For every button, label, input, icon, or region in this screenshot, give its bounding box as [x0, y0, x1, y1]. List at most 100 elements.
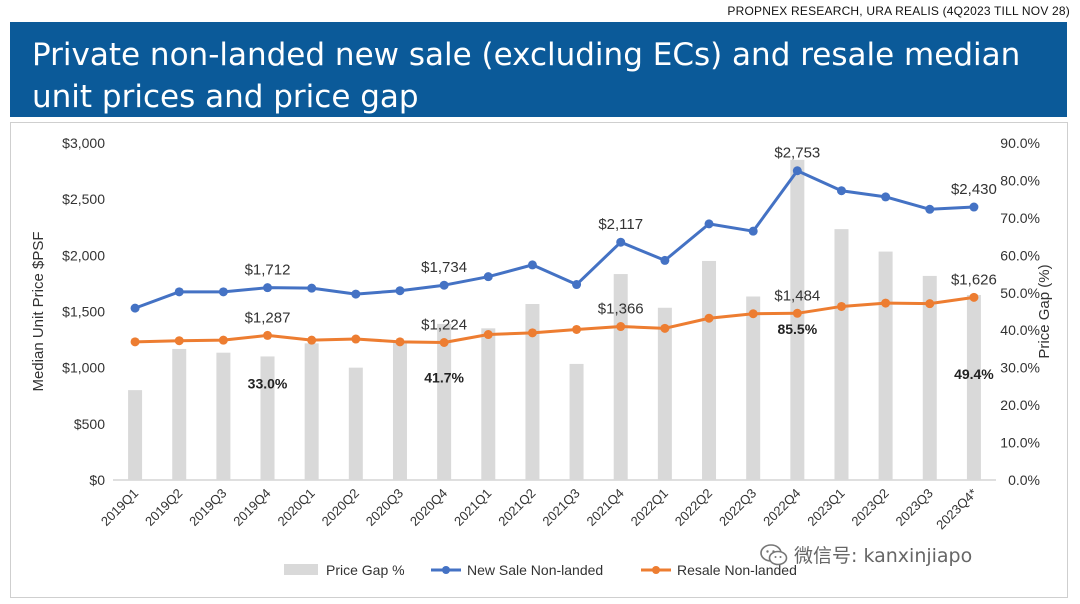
right-tick-label: 20.0%: [1000, 397, 1040, 413]
new-sale-point: [572, 280, 582, 290]
resale-point: [174, 336, 184, 346]
price-gap-bar: [746, 296, 761, 480]
left-axis-title: Median Unit Price $PSF: [30, 231, 47, 391]
x-tick-label: 2020Q3: [363, 486, 406, 529]
wechat-icon: [760, 543, 788, 565]
legend-marker-new-sale: [442, 566, 450, 574]
price-gap-bar: [525, 304, 540, 480]
resale-point: [218, 335, 228, 345]
new-sale-data-label: $2,430: [951, 181, 997, 198]
legend-swatch-price-gap: [284, 564, 318, 575]
new-sale-point: [395, 286, 405, 296]
price-gap-bar: [790, 159, 805, 480]
watermark-text: 微信号: kanxinjiapo: [794, 545, 973, 567]
new-sale-point: [881, 192, 891, 202]
new-sale-point: [792, 166, 802, 176]
price-gap-data-label: 49.4%: [954, 366, 994, 382]
resale-point: [881, 298, 891, 308]
resale-point: [572, 324, 582, 334]
price-gap-bar: [966, 295, 981, 480]
new-sale-point: [925, 204, 935, 214]
resale-point: [130, 337, 140, 347]
x-tick-label: 2019Q3: [186, 486, 229, 529]
resale-point: [748, 309, 758, 319]
x-tick-label: 2023Q2: [848, 486, 891, 529]
price-gap-data-label: 41.7%: [424, 370, 464, 386]
price-gap-bar: [128, 390, 143, 480]
x-tick-label: 2020Q4: [407, 486, 450, 529]
x-tick-label: 2021Q3: [539, 486, 582, 529]
new-sale-point: [351, 289, 361, 299]
resale-data-label: $1,287: [245, 309, 291, 326]
price-gap-bar: [834, 229, 849, 480]
x-tick-label: 2019Q2: [142, 486, 185, 529]
resale-point: [616, 322, 626, 332]
resale-data-label: $1,224: [421, 317, 467, 334]
new-sale-point: [439, 280, 449, 290]
title-banner: Private non-landed new sale (excluding E…: [10, 22, 1067, 117]
new-sale-point: [527, 260, 537, 270]
resale-point: [439, 338, 449, 348]
resale-point: [395, 337, 405, 347]
chart: $0 $500 $1,000 $1,500 $2,000 $2,500 $3,000 0.0%…: [30, 135, 1053, 578]
right-tick-label: 60.0%: [1000, 247, 1040, 263]
resale-point: [660, 323, 670, 333]
right-tick-label: 50.0%: [1000, 285, 1040, 301]
x-tick-label: 2021Q4: [584, 486, 627, 529]
legend-label-resale: Resale Non-landed: [677, 562, 797, 578]
price-gap-bar: [172, 348, 187, 480]
right-tick-label: 40.0%: [1000, 322, 1040, 338]
resale-data-label: $1,484: [774, 287, 820, 304]
left-tick-label: $500: [74, 416, 105, 432]
price-gap-data-label: 85.5%: [777, 321, 817, 337]
resale-line: [135, 295, 975, 345]
new-sale-point: [218, 287, 228, 297]
source-note: PROPNEX RESEARCH, URA REALIS (4Q2023 TIL…: [727, 4, 1070, 18]
resale-point: [351, 334, 361, 344]
new-sale-point: [263, 283, 273, 293]
price-gap-bar: [260, 356, 275, 480]
x-tick-label: 2020Q1: [274, 486, 317, 529]
x-tick-label: 2022Q4: [760, 486, 803, 529]
price-gap-bar: [348, 367, 363, 480]
price-gap-bar: [922, 275, 937, 480]
new-sale-data-label: $1,734: [421, 259, 467, 276]
new-sale-point: [660, 255, 670, 265]
left-tick-label: $3,000: [62, 135, 105, 151]
new-sale-point: [836, 186, 846, 196]
right-tick-label: 90.0%: [1000, 135, 1040, 151]
right-axis-title: Price Gap (%): [1036, 264, 1053, 358]
x-tick-label: 2023Q4*: [933, 486, 980, 533]
price-gap-bar: [216, 352, 231, 480]
new-sale-line: [134, 169, 975, 310]
new-sale-data-label: $2,753: [774, 145, 820, 162]
legend-label-new-sale: New Sale Non-landed: [467, 562, 603, 578]
new-sale-data-label: $1,712: [245, 262, 291, 279]
price-gap-bar: [437, 323, 452, 480]
x-tick-label: 2019Q4: [230, 486, 273, 529]
resale-data-label: $1,366: [598, 301, 644, 318]
right-tick-label: 80.0%: [1000, 172, 1040, 188]
x-tick-label: 2020Q2: [319, 486, 362, 529]
left-tick-label: $2,500: [62, 191, 105, 207]
price-gap-bar: [657, 307, 672, 480]
new-sale-point: [483, 272, 493, 282]
resale-point: [792, 308, 802, 318]
x-tick-label: 2019Q1: [98, 486, 141, 529]
x-tick-label: 2022Q2: [672, 486, 715, 529]
watermark: 微信号: kanxinjiapo: [760, 541, 972, 568]
right-tick-label: 30.0%: [1000, 360, 1040, 376]
chart-frame: $0 $500 $1,000 $1,500 $2,000 $2,500 $3,000 0.0%…: [10, 122, 1068, 598]
new-sale-point: [307, 283, 317, 293]
resale-point: [704, 313, 714, 323]
left-tick-label: $0: [89, 472, 105, 488]
resale-point: [969, 292, 979, 302]
x-tick-label: 2022Q3: [716, 486, 759, 529]
new-sale-point: [616, 237, 626, 247]
new-sale-data-label: $2,117: [598, 216, 643, 233]
x-tick-label: 2021Q2: [495, 486, 538, 529]
resale-point: [925, 299, 935, 309]
price-gap-bar: [392, 341, 407, 480]
price-gap-bar: [878, 251, 893, 480]
x-tick-label: 2022Q1: [628, 486, 671, 529]
